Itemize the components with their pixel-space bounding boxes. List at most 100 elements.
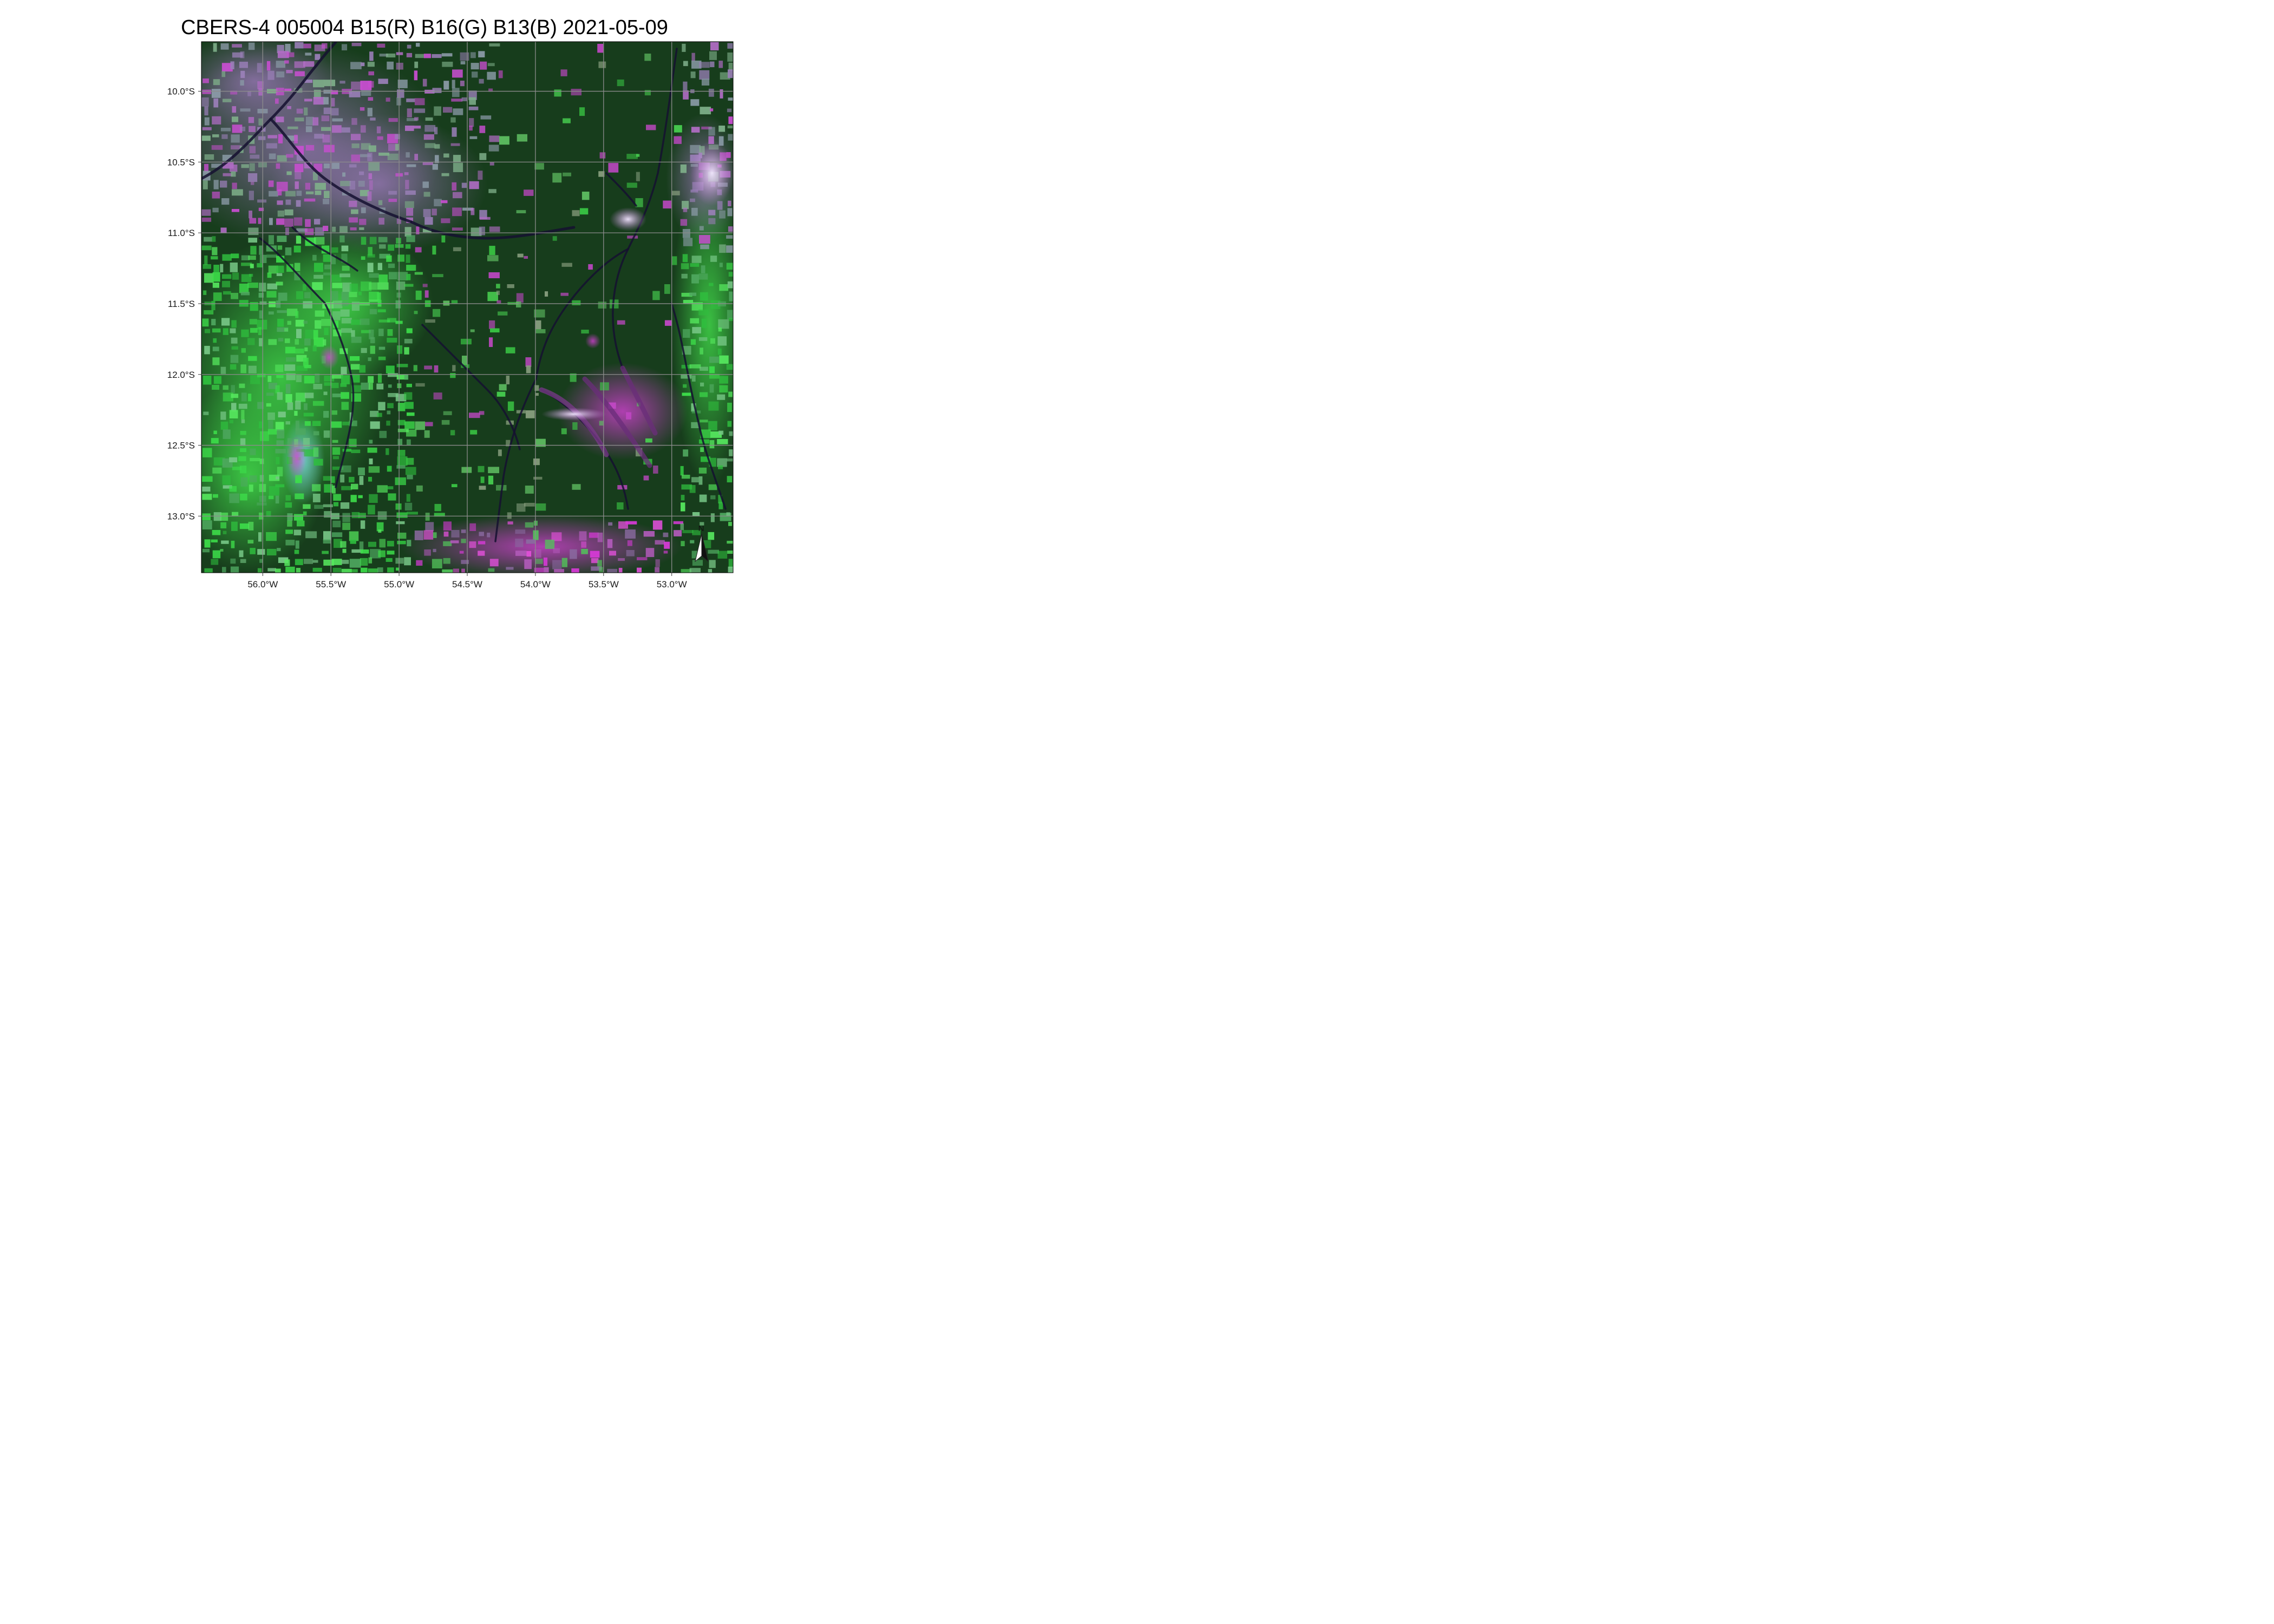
field-patch	[258, 118, 263, 126]
field-patch	[204, 329, 211, 333]
field-patch	[525, 522, 534, 528]
field-patch	[682, 254, 688, 263]
field-patch	[340, 465, 351, 473]
field-patch	[708, 532, 715, 540]
field-patch	[204, 256, 208, 265]
north-arrow-label: N	[698, 524, 704, 533]
field-patch	[617, 502, 624, 510]
field-patch	[479, 153, 487, 160]
field-patch	[415, 421, 426, 430]
field-patch	[515, 551, 527, 556]
field-patch	[361, 348, 367, 353]
field-patch	[534, 163, 544, 170]
field-patch	[727, 551, 733, 554]
field-patch	[278, 134, 283, 143]
field-patch	[407, 44, 411, 49]
field-patch	[313, 80, 324, 88]
field-patch	[324, 80, 336, 87]
field-patch	[259, 421, 263, 429]
field-patch	[239, 300, 249, 307]
field-patch	[727, 310, 733, 319]
hotspot	[287, 436, 306, 479]
field-patch	[341, 402, 349, 410]
field-patch	[655, 540, 665, 545]
field-patch	[221, 274, 232, 279]
field-patch	[333, 502, 339, 507]
field-patch	[589, 532, 599, 538]
field-patch	[554, 569, 564, 573]
field-patch	[220, 522, 227, 529]
hotspot	[610, 207, 646, 231]
field-patch	[489, 226, 500, 232]
field-patch	[305, 219, 311, 227]
field-patch	[617, 79, 624, 87]
field-patch	[247, 282, 258, 288]
field-patch	[367, 62, 375, 67]
field-patch	[710, 256, 717, 262]
field-patch	[268, 339, 277, 345]
field-patch	[700, 244, 709, 250]
field-patch	[314, 134, 324, 139]
field-patch	[269, 191, 278, 197]
field-patch	[250, 246, 257, 255]
field-patch	[452, 207, 462, 217]
field-patch	[223, 385, 228, 390]
field-patch	[728, 69, 733, 78]
field-patch	[203, 411, 209, 415]
field-patch	[304, 376, 315, 384]
field-patch	[240, 364, 246, 374]
field-patch	[414, 126, 421, 129]
field-patch	[700, 420, 708, 423]
field-patch	[213, 180, 219, 189]
field-patch	[202, 127, 212, 130]
field-patch	[680, 466, 684, 476]
field-patch	[315, 374, 320, 383]
field-patch	[425, 513, 430, 521]
field-patch	[432, 274, 443, 277]
field-patch	[414, 531, 423, 540]
field-patch	[416, 226, 420, 234]
field-patch	[451, 484, 458, 487]
field-patch	[655, 567, 660, 573]
field-patch	[407, 412, 415, 416]
field-patch	[277, 51, 289, 58]
north-arrow-right-half	[701, 533, 709, 562]
field-patch	[249, 146, 256, 154]
field-patch	[201, 209, 211, 216]
field-patch	[469, 118, 474, 127]
field-patch	[248, 238, 257, 243]
field-patch	[285, 247, 292, 256]
field-patch	[313, 330, 318, 340]
field-patch	[534, 567, 544, 573]
field-patch	[717, 348, 722, 355]
field-patch	[284, 559, 290, 566]
field-patch	[387, 403, 394, 409]
field-patch	[443, 107, 453, 113]
field-patch	[443, 153, 449, 158]
field-patch	[312, 254, 317, 261]
field-patch	[689, 364, 701, 369]
field-patch	[488, 88, 493, 92]
field-patch	[285, 421, 290, 425]
field-patch	[406, 164, 416, 167]
field-patch	[608, 522, 613, 526]
field-patch	[295, 117, 304, 122]
field-patch	[221, 198, 230, 205]
field-patch	[453, 155, 461, 162]
field-patch	[229, 486, 237, 492]
field-patch	[323, 391, 328, 395]
field-patch	[213, 265, 219, 273]
field-patch	[213, 79, 220, 86]
field-patch	[717, 201, 723, 210]
field-patch	[369, 309, 377, 315]
field-patch	[708, 401, 719, 411]
field-patch	[681, 263, 689, 270]
field-patch	[709, 440, 715, 449]
field-patch	[296, 108, 303, 114]
field-patch	[692, 560, 703, 566]
field-patch	[591, 566, 602, 571]
field-patch	[238, 456, 246, 461]
field-patch	[334, 539, 342, 548]
field-patch	[442, 62, 453, 67]
field-patch	[415, 383, 425, 387]
